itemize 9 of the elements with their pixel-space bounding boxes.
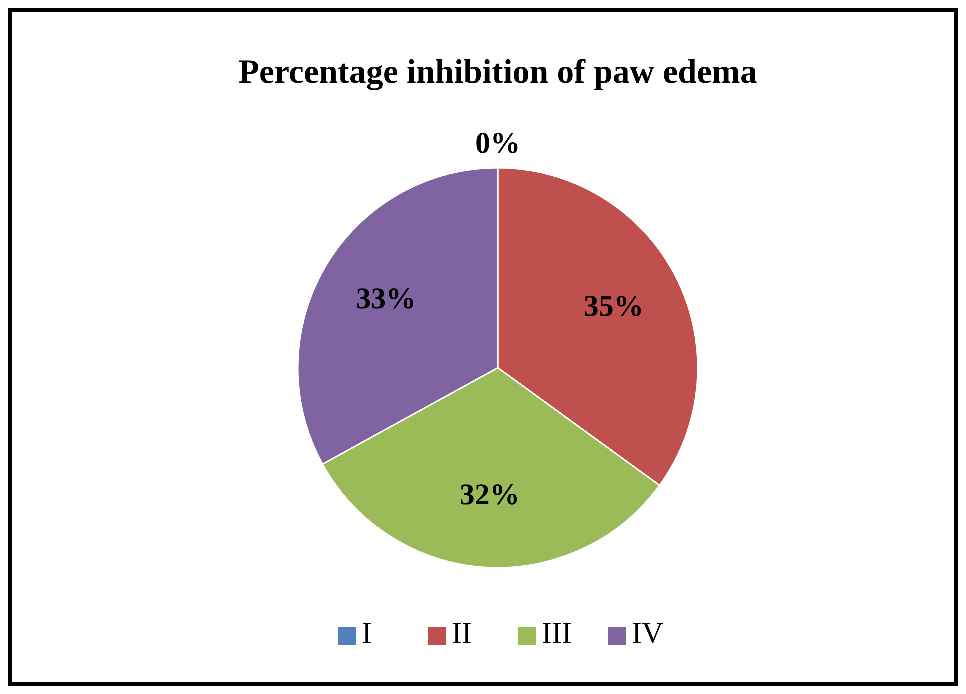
data-label: 33%	[356, 282, 416, 316]
chart-title: Percentage inhibition of paw edema	[238, 54, 758, 91]
data-label: 35%	[584, 290, 644, 323]
legend-label: I	[362, 616, 372, 650]
legend-label: III	[542, 616, 572, 650]
text: 0%	[476, 126, 520, 160]
legend-label: II	[452, 616, 472, 650]
legend-label: IV	[632, 616, 664, 650]
data-label: 32%	[460, 478, 520, 512]
